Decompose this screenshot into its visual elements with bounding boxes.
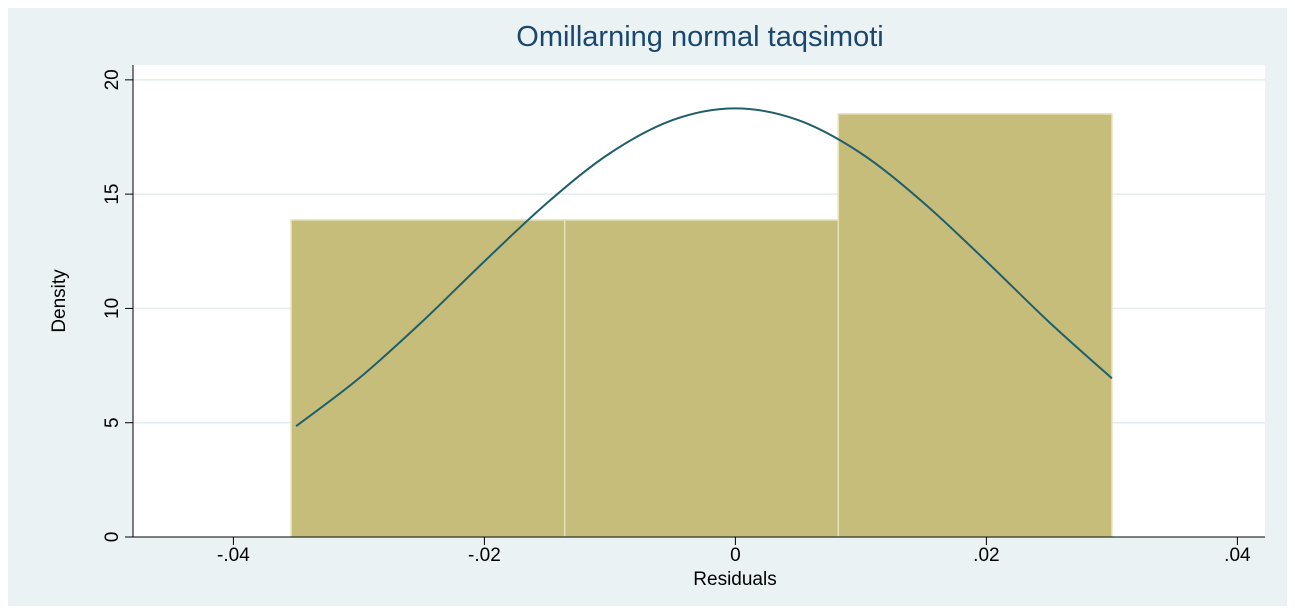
x-tick-label: -.02 [468, 545, 501, 566]
y-tick-label: 20 [102, 69, 123, 90]
bar [837, 113, 1113, 538]
density-curve [295, 107, 1113, 427]
bar [290, 219, 566, 538]
y-tick-label: 5 [102, 417, 123, 428]
bar [563, 219, 840, 538]
y-tick-label: 10 [102, 298, 123, 319]
x-tick-label: .04 [1224, 545, 1251, 566]
x-tick-label: -.04 [217, 545, 250, 566]
y-axis-label: Density [49, 269, 70, 333]
x-tick-label: 0 [730, 545, 741, 566]
x-axis-label: Residuals [693, 569, 776, 590]
x-tick-label: .02 [973, 545, 999, 566]
y-tick-label: 15 [102, 184, 123, 205]
chart-title: Omillarning normal taqsimoti [516, 21, 883, 53]
y-tick-label: 0 [102, 532, 123, 543]
